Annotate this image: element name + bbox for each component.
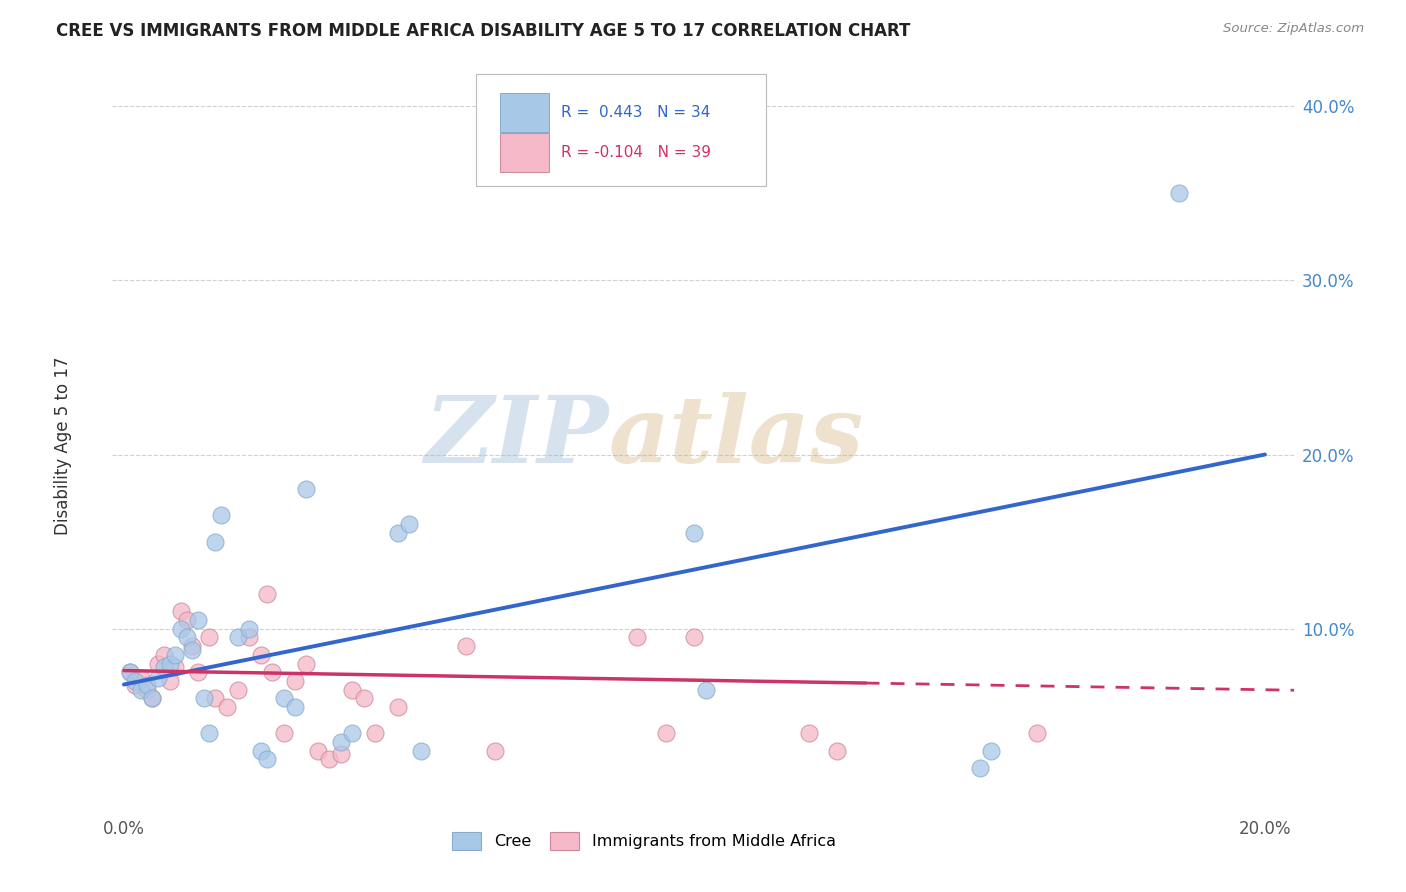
Point [204,691,226,706]
Point [626,631,648,645]
Point [159,673,181,688]
Point [135,677,157,691]
Point [295,657,318,671]
Point [215,700,238,714]
Point [181,642,204,657]
Point [387,525,409,540]
Point [124,677,146,691]
Point [250,744,273,758]
Point [141,691,163,706]
Point [284,700,307,714]
Point [209,508,232,523]
Point [226,682,249,697]
Point [159,657,181,671]
FancyBboxPatch shape [477,74,766,186]
Legend: Cree, Immigrants from Middle Africa: Cree, Immigrants from Middle Africa [446,826,842,856]
Point [181,639,204,653]
Point [256,587,278,601]
Point [695,682,717,697]
Point [284,673,307,688]
FancyBboxPatch shape [501,93,550,132]
Point [129,682,152,697]
Point [340,682,363,697]
Point [655,726,678,740]
Text: CREE VS IMMIGRANTS FROM MIDDLE AFRICA DISABILITY AGE 5 TO 17 CORRELATION CHART: CREE VS IMMIGRANTS FROM MIDDLE AFRICA DI… [56,22,911,40]
Point [797,726,820,740]
Point [170,604,193,618]
Text: R =  0.443   N = 34: R = 0.443 N = 34 [561,105,710,120]
Point [170,622,193,636]
Text: R = -0.104   N = 39: R = -0.104 N = 39 [561,145,711,160]
Point [825,744,848,758]
Point [364,726,387,740]
Point [262,665,284,680]
Point [307,744,329,758]
Point [198,631,221,645]
Point [256,752,278,766]
Point [141,691,163,706]
Point [238,631,260,645]
Point [295,483,318,497]
Point [683,525,706,540]
Point [969,761,991,775]
Point [238,622,260,636]
Point [329,735,352,749]
Point [273,726,295,740]
Point [176,631,198,645]
Point [456,639,478,653]
Point [387,700,409,714]
Point [193,691,215,706]
Point [1168,186,1191,201]
Point [398,517,420,532]
Point [340,726,363,740]
Text: atlas: atlas [609,392,863,482]
Point [980,744,1002,758]
Point [683,631,706,645]
Point [353,691,375,706]
Point [135,682,157,697]
Point [198,726,221,740]
Point [204,534,226,549]
Point [484,744,506,758]
Point [124,673,146,688]
FancyBboxPatch shape [501,133,550,172]
Text: ZIP: ZIP [425,392,609,482]
Point [409,744,432,758]
Point [250,648,273,662]
Point [129,671,152,685]
Text: Source: ZipAtlas.com: Source: ZipAtlas.com [1223,22,1364,36]
Point [118,665,141,680]
Point [329,747,352,762]
Text: Disability Age 5 to 17: Disability Age 5 to 17 [55,357,72,535]
Point [187,665,209,680]
Point [118,665,141,680]
Point [165,648,187,662]
Point [226,631,249,645]
Point [153,648,176,662]
Point [176,613,198,627]
Point [146,671,169,685]
Point [165,660,187,674]
Point [1025,726,1047,740]
Point [187,613,209,627]
Point [153,660,176,674]
Point [273,691,295,706]
Point [318,752,340,766]
Point [146,657,169,671]
